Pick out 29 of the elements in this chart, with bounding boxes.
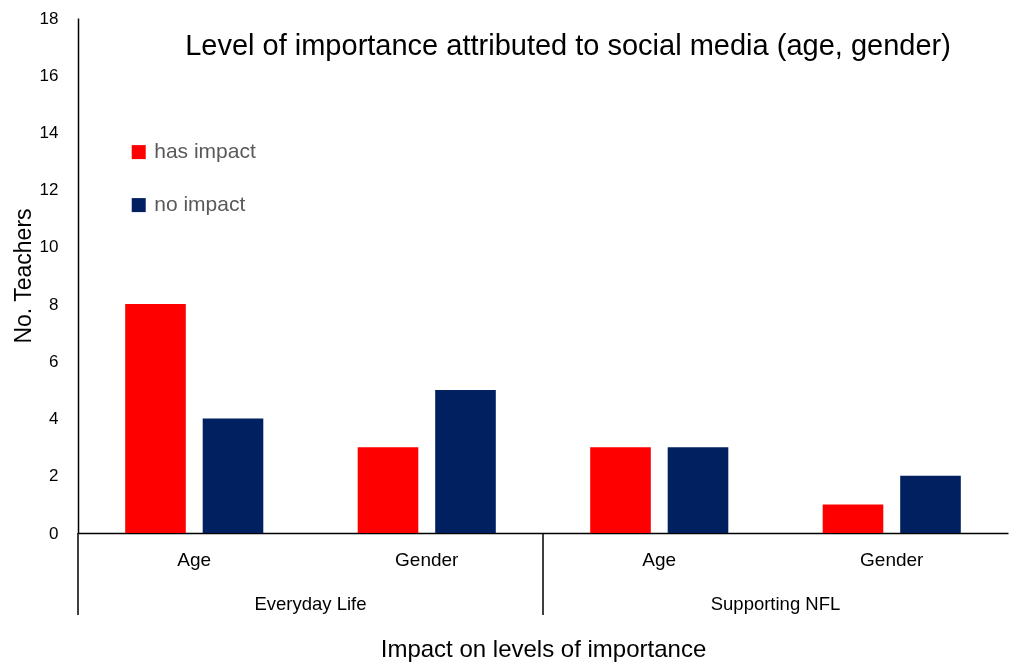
bar (125, 304, 186, 533)
x-tick-label: Age (177, 548, 212, 570)
y-tick-label: 2 (49, 466, 59, 486)
y-tick-label: 16 (39, 65, 59, 85)
legend-label: has impact (154, 139, 256, 163)
bar (900, 475, 961, 533)
y-tick-label: 18 (39, 8, 59, 28)
x-tick-label: Age (642, 548, 677, 570)
y-tick-label: 14 (39, 122, 59, 142)
legend-label: no impact (154, 192, 246, 216)
y-tick-label: 4 (49, 409, 59, 429)
x-tick-label: Gender (395, 548, 460, 570)
bar (202, 418, 264, 533)
bar (357, 447, 419, 533)
chart-title: Level of importance attributed to social media (age, gender) (185, 29, 951, 61)
bar (435, 389, 496, 533)
bar (822, 504, 884, 533)
x-axis-title: Impact on levels of importance (380, 634, 707, 662)
y-tick-label: 8 (49, 294, 59, 314)
bar (590, 447, 651, 533)
text: Everyday Life (254, 593, 367, 614)
bar (667, 447, 729, 533)
y-axis-title: No. Teachers (9, 208, 36, 344)
y-tick-label: 10 (39, 237, 59, 257)
y-tick-label: 12 (39, 180, 59, 200)
x-tick-label: Gender (860, 548, 925, 570)
y-tick-label: 6 (49, 351, 59, 371)
y-tick-label: 0 (49, 523, 59, 543)
text: Supporting NFL (710, 593, 841, 614)
